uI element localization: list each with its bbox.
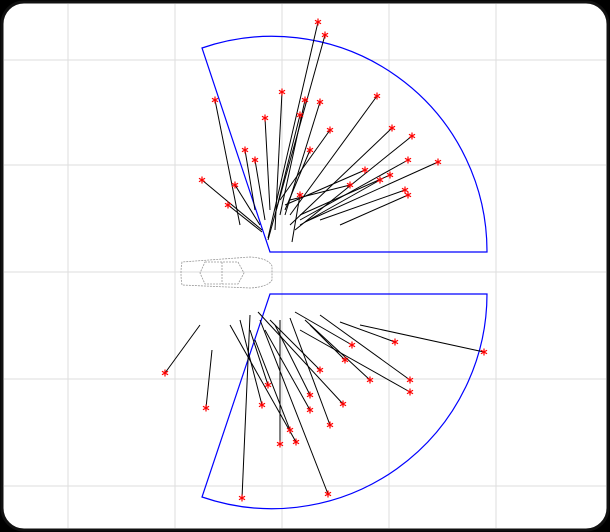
chart: [0, 0, 610, 532]
frame: [2, 2, 608, 530]
